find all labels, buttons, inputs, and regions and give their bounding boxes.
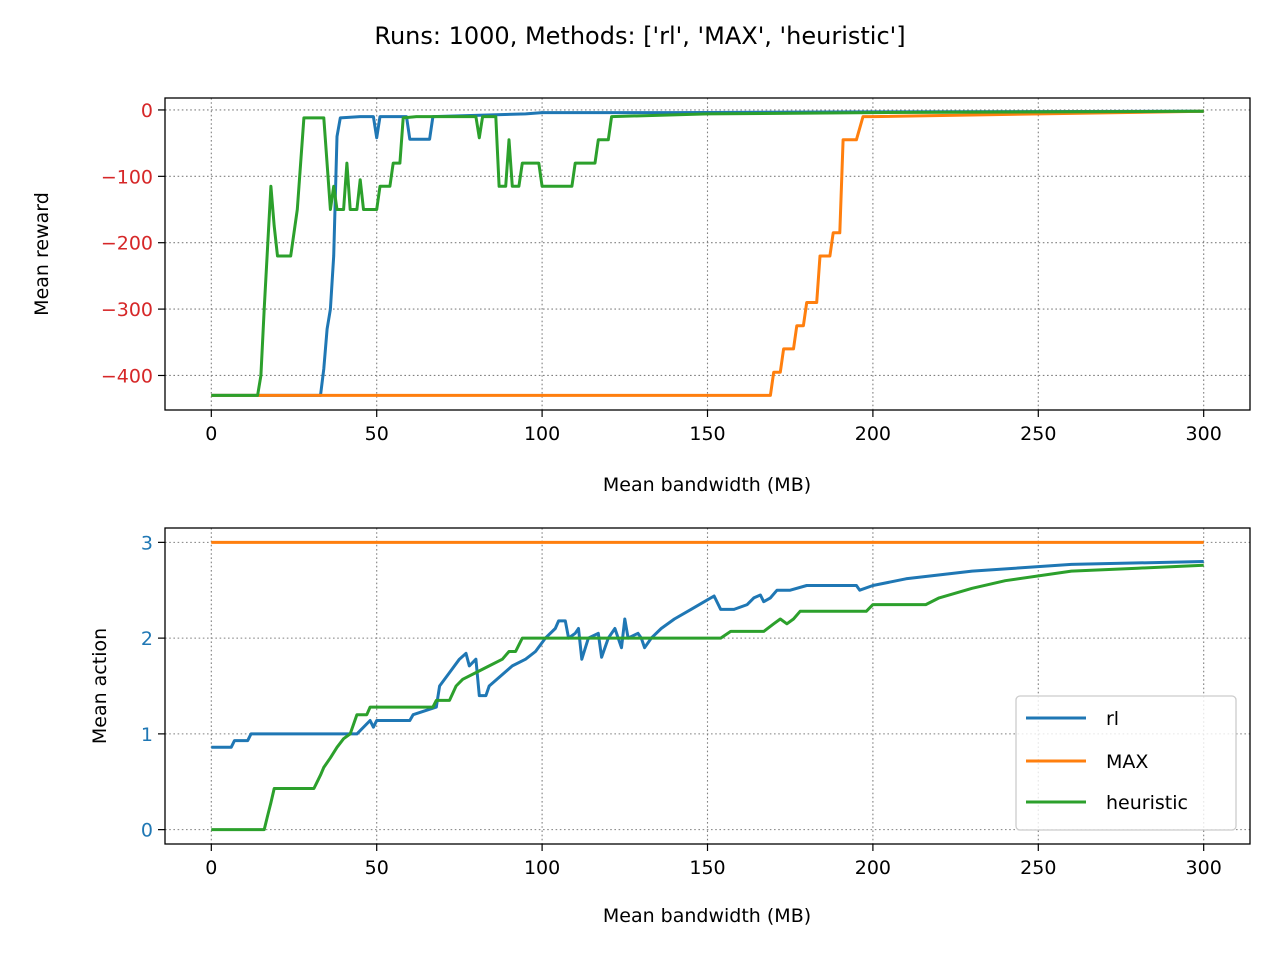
figure-title: Runs: 1000, Methods: ['rl', 'MAX', 'heur…	[374, 22, 905, 50]
action-y-tick-label: 3	[141, 532, 153, 554]
action-y-tick-label: 1	[141, 724, 153, 746]
reward-x-tick-label: 250	[1020, 423, 1056, 445]
reward-y-tick-label: −300	[101, 299, 153, 321]
action-y-tick-label: 0	[141, 820, 153, 842]
legend-label-rl: rl	[1106, 708, 1119, 730]
action-x-tick-label: 50	[365, 857, 389, 879]
reward-y-axis-label: Mean reward	[31, 192, 53, 316]
action-x-tick-label: 150	[689, 857, 725, 879]
reward-axes: 0 50 100 150 200 250 300 0 −100 −200 −300 −400 Mean…	[31, 97, 1251, 496]
legend-label-max: MAX	[1106, 751, 1148, 773]
action-x-tick-label: 0	[205, 857, 217, 879]
legend-label-heuristic: heuristic	[1106, 792, 1188, 814]
action-x-tick-label: 300	[1186, 857, 1222, 879]
action-x-axis-label: Mean bandwidth (MB)	[603, 905, 811, 927]
reward-x-tick-label: 200	[855, 423, 891, 445]
legend: rl MAX heuristic	[1015, 695, 1237, 831]
action-line-heuristic	[211, 563, 1204, 832]
reward-line-rl	[211, 109, 1204, 397]
reward-x-tick-label: 0	[205, 423, 217, 445]
reward-y-tick-label: 0	[141, 100, 153, 122]
action-y-axis-label: Mean action	[89, 628, 111, 744]
reward-x-tick-label: 50	[365, 423, 389, 445]
reward-x-tick-label: 300	[1186, 423, 1222, 445]
reward-y-tick-label: −400	[101, 365, 153, 387]
action-x-tick-label: 100	[524, 857, 560, 879]
action-axes: 0 50 100 150 200 250 300 0 1 2 3 Mean bandwidth (M…	[89, 527, 1251, 927]
reward-y-tick-label: −200	[101, 233, 153, 255]
reward-x-tick-label: 150	[689, 423, 725, 445]
reward-line-heuristic	[211, 109, 1204, 397]
action-x-tick-label: 200	[855, 857, 891, 879]
reward-x-axis-label: Mean bandwidth (MB)	[603, 474, 811, 496]
reward-line-max	[211, 109, 1204, 397]
action-x-tick-label: 250	[1020, 857, 1056, 879]
action-y-tick-label: 2	[141, 628, 153, 650]
legend-box	[1015, 695, 1237, 831]
reward-x-tick-label: 100	[524, 423, 560, 445]
reward-y-tick-label: −100	[101, 166, 153, 188]
